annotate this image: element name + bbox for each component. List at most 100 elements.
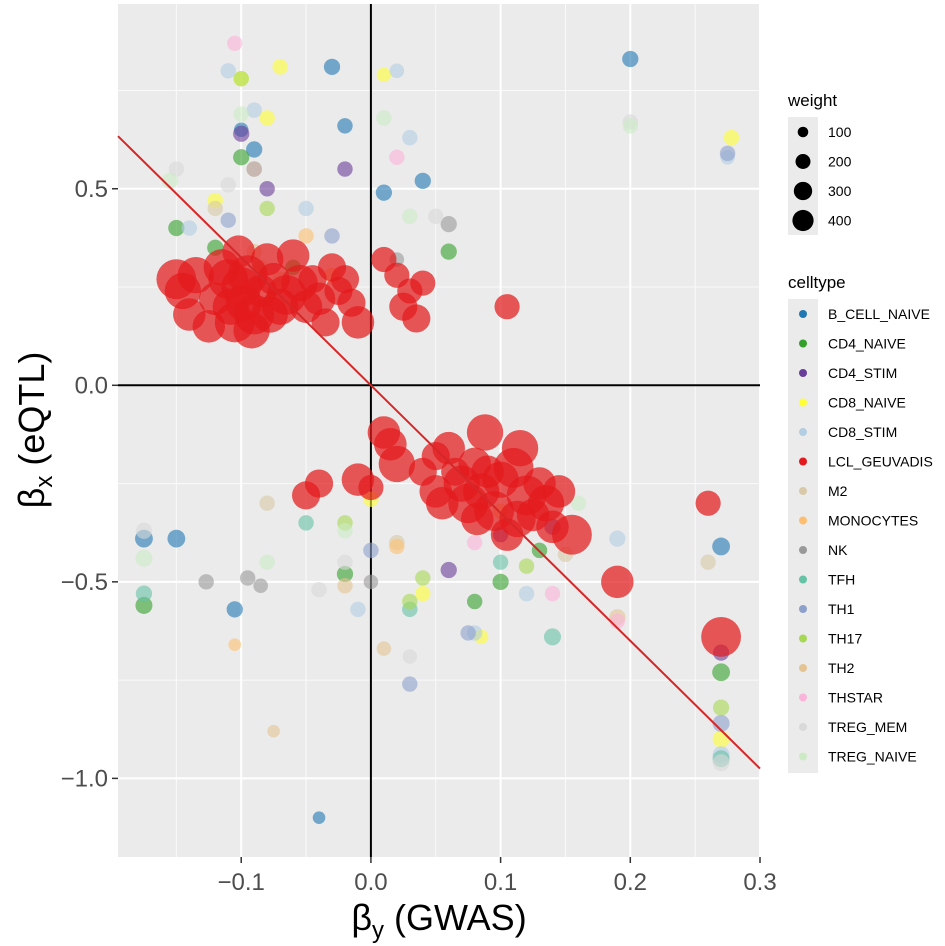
series-b-cell-naive [135, 50, 730, 824]
data-point [253, 578, 268, 594]
data-point [389, 63, 405, 79]
data-points [135, 35, 742, 824]
data-point [167, 529, 186, 548]
color-legend: celltype B_CELL_NAIVE CD4_NAIVE CD4_STIM CD… [788, 273, 933, 773]
data-point [363, 574, 379, 590]
color-legend-key [799, 428, 807, 436]
data-point [311, 581, 327, 598]
color-legend-key [799, 516, 807, 525]
data-point [259, 495, 275, 511]
data-point [168, 219, 185, 237]
minor-gridlines [118, 4, 760, 857]
data-point [414, 172, 431, 190]
color-legend-key [799, 664, 807, 672]
size-legend-title: weight [787, 91, 837, 110]
x-axis-title-subscript: y [372, 917, 384, 944]
data-point [298, 515, 314, 531]
y-tick-label: 0.0 [75, 372, 108, 399]
data-point [298, 228, 314, 244]
data-point [543, 628, 562, 646]
x-axis-title: βy (GWAS) [351, 897, 526, 944]
data-point [494, 294, 520, 320]
data-point [570, 495, 587, 511]
color-legend-label: B_CELL_NAIVE [828, 306, 930, 322]
series-lcl-geuvadis [156, 235, 742, 657]
data-point [312, 811, 326, 824]
data-point [719, 145, 736, 162]
y-axis-title-subscript: x [31, 476, 58, 488]
data-point [440, 243, 457, 260]
size-legend-key [797, 126, 809, 138]
color-legend-key [799, 723, 807, 731]
data-point [198, 574, 214, 590]
data-point [330, 265, 360, 294]
x-axis-title-rest: (GWAS) [384, 897, 527, 938]
data-point [466, 593, 483, 610]
data-point [267, 724, 280, 738]
data-point [337, 161, 353, 177]
data-point [552, 514, 592, 555]
size-legend-key [793, 181, 813, 201]
series-treg-naive [135, 106, 639, 570]
color-legend-label: CD4_STIM [828, 365, 897, 381]
data-point [376, 67, 392, 83]
data-point [337, 554, 353, 570]
data-point [544, 585, 561, 602]
data-point [712, 537, 730, 556]
data-point [389, 149, 405, 166]
data-point [341, 463, 375, 496]
data-point [276, 239, 310, 272]
data-point [432, 431, 465, 465]
y-axis: 0.5 0.0 −0.5 −1.0 [61, 176, 118, 792]
data-point [233, 149, 250, 166]
data-point [712, 730, 730, 748]
size-legend-key [795, 154, 811, 169]
data-point [363, 542, 379, 559]
data-point [723, 129, 740, 146]
data-point [161, 172, 179, 190]
x-tick-label: 0.3 [743, 869, 776, 896]
data-point [336, 565, 354, 583]
y-axis-title-symbol: β [11, 488, 52, 509]
data-point [492, 573, 509, 590]
data-point [227, 35, 243, 52]
color-legend-key [799, 752, 807, 761]
data-point [695, 490, 721, 516]
data-point [220, 212, 236, 228]
data-point [466, 534, 483, 551]
color-legend-key [799, 398, 807, 407]
series-treg-mem [135, 114, 730, 772]
fit-line-group [117, 135, 761, 770]
data-point [168, 161, 185, 177]
color-legend-label: THSTAR [828, 690, 883, 706]
size-legend-label: 100 [828, 124, 852, 140]
data-point [311, 308, 340, 337]
data-point [135, 522, 153, 539]
data-point [246, 102, 262, 118]
data-point [304, 469, 334, 498]
data-point [272, 59, 288, 75]
data-point [389, 538, 405, 555]
data-point [226, 601, 243, 618]
color-legend-title: celltype [788, 273, 846, 292]
data-point [298, 200, 314, 217]
data-point [410, 270, 436, 296]
data-point [228, 638, 242, 652]
data-point [233, 125, 250, 142]
color-legend-key [799, 457, 807, 466]
data-point [350, 601, 366, 618]
data-point [207, 200, 223, 217]
data-point [712, 714, 730, 732]
data-point [259, 181, 275, 197]
data-point [376, 641, 392, 656]
data-point [622, 50, 639, 68]
data-point [220, 177, 236, 193]
data-point [323, 58, 341, 76]
data-point [712, 663, 730, 682]
color-legend-label: CD8_NAIVE [828, 395, 906, 411]
size-legend: weight 100 200 300 400 [787, 91, 852, 235]
data-point [460, 625, 476, 641]
series-nk [198, 215, 457, 594]
series-thstar [227, 35, 626, 629]
x-tick-label: 0.1 [484, 869, 517, 896]
